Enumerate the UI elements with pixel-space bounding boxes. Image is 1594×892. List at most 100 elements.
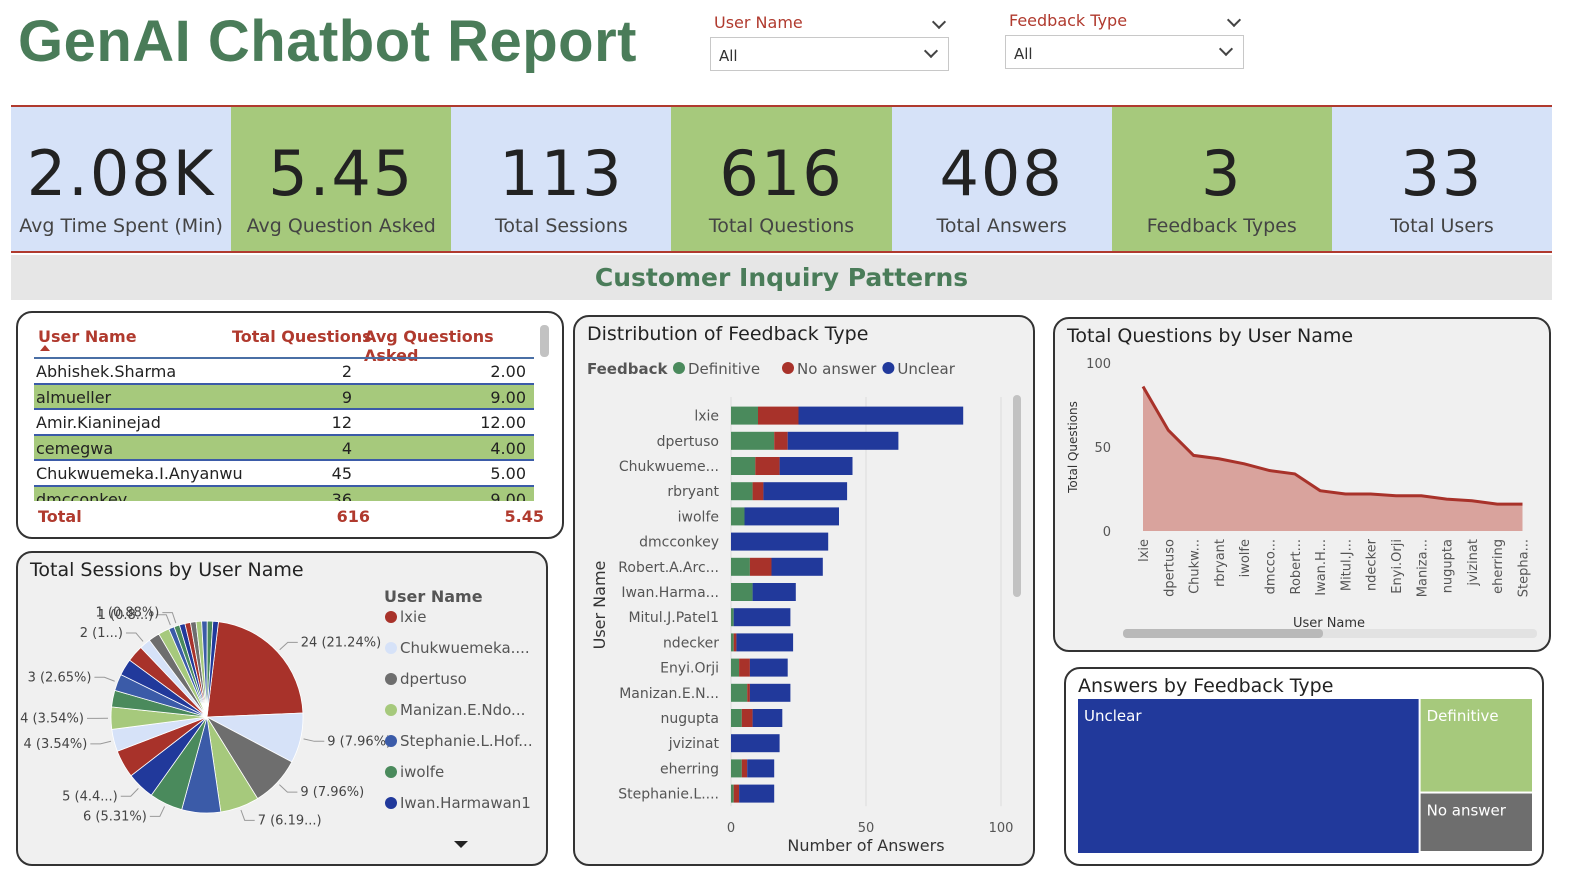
bar-segment [739, 784, 775, 803]
pie-leader-line [303, 738, 325, 742]
feedback-type-slicer[interactable]: Feedback Type All [1005, 11, 1245, 73]
bar-segment [749, 557, 772, 576]
legend-marker [385, 797, 397, 809]
total-avg-value: 5.45 [504, 507, 544, 526]
cell-user-name: Chukwuemeka.I.Anyanwu [36, 464, 243, 484]
legend-marker [385, 611, 397, 623]
legend-item: lxie [400, 608, 426, 626]
pie-data-label: 1 (0.88%) [95, 606, 159, 621]
bar-segment [744, 507, 839, 526]
column-header-user-name[interactable]: User Name [38, 327, 137, 346]
feedback-type-dropdown[interactable]: All [1005, 35, 1244, 69]
kpi-label: Total Questions [708, 215, 855, 237]
bar-segment [731, 658, 740, 677]
bar-segment [733, 608, 791, 627]
x-tick-label: iwolfe [1238, 539, 1253, 577]
legend-item: iwolfe [400, 763, 444, 781]
legend-item: Stephanie.L.Hof... [400, 732, 533, 750]
cell-total-questions: 45 [331, 464, 352, 484]
legend-marker [385, 704, 397, 716]
table-row[interactable]: cemegwa 4 4.00 [34, 435, 534, 462]
kpi-card: 3 Feedback Types [1111, 107, 1332, 251]
bar-segment [731, 608, 734, 627]
legend-scroll-down-icon [454, 841, 468, 848]
cell-avg-questions: 9.00 [490, 387, 526, 407]
legend-item: Chukwuemeka.... [400, 639, 530, 657]
user-name-slicer[interactable]: User Name All [710, 13, 950, 75]
pie-slice [206, 621, 304, 718]
legend-item: Manizan.E.Ndo... [400, 701, 525, 719]
y-tick-label: lxie [694, 409, 719, 425]
x-axis-title: Number of Answers [787, 836, 944, 855]
table-scrollbar[interactable] [540, 325, 549, 357]
bar-segment [731, 709, 742, 727]
y-tick-label: Chukwueme... [619, 459, 719, 475]
cell-avg-questions: 9.00 [490, 489, 526, 501]
legend-title: User Name [384, 587, 483, 606]
cell-total-questions: 4 [341, 438, 352, 458]
pie-leader-line [125, 632, 144, 642]
cell-total-questions: 12 [331, 413, 352, 433]
table-row[interactable]: dmcconkey 36 9.00 [34, 486, 534, 501]
table-row[interactable]: Abhishek.Sharma 2 2.00 [34, 359, 534, 385]
chevron-down-icon[interactable] [1226, 12, 1242, 28]
cell-total-questions: 36 [331, 489, 352, 501]
cell-user-name: dmcconkey [36, 489, 128, 501]
bar-segment [752, 482, 764, 501]
pie-leader-line [279, 784, 298, 793]
chevron-down-icon[interactable] [923, 43, 939, 59]
kpi-value: 33 [1400, 137, 1484, 210]
table-row[interactable]: Chukwuemeka.I.Anyanwu 45 5.00 [34, 461, 534, 487]
x-tick-label: rbryant [1213, 539, 1228, 587]
x-tick-label: dpertuso [1162, 539, 1177, 597]
bar-segment [752, 709, 783, 727]
user-name-dropdown[interactable]: All [710, 37, 949, 71]
pie-slice [206, 620, 219, 718]
table-total-row: Total 616 5.45 [36, 507, 544, 531]
table-row[interactable]: Amir.Kianinejad 12 12.00 [34, 410, 534, 436]
y-tick-label: Stephanie.L.... [618, 787, 719, 803]
chevron-down-icon[interactable] [1218, 41, 1234, 57]
legend-item: No answer [797, 360, 877, 378]
bar-segment [747, 759, 775, 778]
pie-data-label: 5 (4.4...) [62, 789, 118, 804]
bar-segment [731, 734, 780, 753]
column-header-avg-questions[interactable]: Avg Questions Asked [364, 327, 494, 365]
cell-user-name: cemegwa [36, 438, 114, 458]
table-body: Abhishek.Sharma 2 2.00 almueller 9 9.00 … [34, 357, 534, 501]
table-row[interactable]: almueller 9 9.00 [34, 384, 534, 411]
kpi-card: 616 Total Questions [671, 107, 892, 251]
kpi-label: Feedback Types [1146, 215, 1297, 237]
kpi-value: 3 [1201, 137, 1243, 210]
chart-scrollbar[interactable] [1013, 395, 1021, 597]
pie-leader-line [156, 614, 171, 626]
line-series [1141, 385, 1523, 506]
legend-item: Unclear [897, 360, 955, 378]
bar-segment [749, 683, 791, 702]
pie-leader-line [120, 788, 139, 797]
x-tick-label: Maniza... [1415, 539, 1430, 597]
area-chart: 0 50 100 lxie dpertuso Chukw... rbryant iwolfe d… [1066, 357, 1537, 638]
column-header-total-questions[interactable]: Total Questions [232, 327, 372, 346]
bar-segment [731, 507, 745, 526]
table-header: User Name Total Questions Avg Questions … [36, 327, 536, 365]
x-tick-label: 100 [989, 821, 1014, 836]
x-tick-label: Robert... [1289, 539, 1304, 595]
kpi-value: 408 [939, 137, 1064, 210]
cell-total-questions: 9 [341, 387, 352, 407]
slicer-label: User Name [714, 13, 803, 32]
bar-segment [771, 557, 823, 576]
bar-segment [731, 633, 734, 652]
kpi-label: Avg Question Asked [246, 215, 436, 237]
cell-total-questions: 2 [341, 362, 352, 381]
area-fill [1143, 386, 1523, 531]
cell-user-name: Amir.Kianinejad [36, 413, 161, 433]
kpi-card: 113 Total Sessions [451, 107, 672, 251]
sort-ascending-icon[interactable] [40, 345, 50, 351]
report-title: GenAI Chatbot Report [18, 9, 637, 74]
bar-segment [731, 482, 753, 501]
pie-data-label: 2 (1...) [80, 626, 123, 641]
chevron-down-icon[interactable] [931, 14, 947, 30]
kpi-label: Total Users [1390, 215, 1494, 237]
total-label: Total [38, 507, 82, 526]
